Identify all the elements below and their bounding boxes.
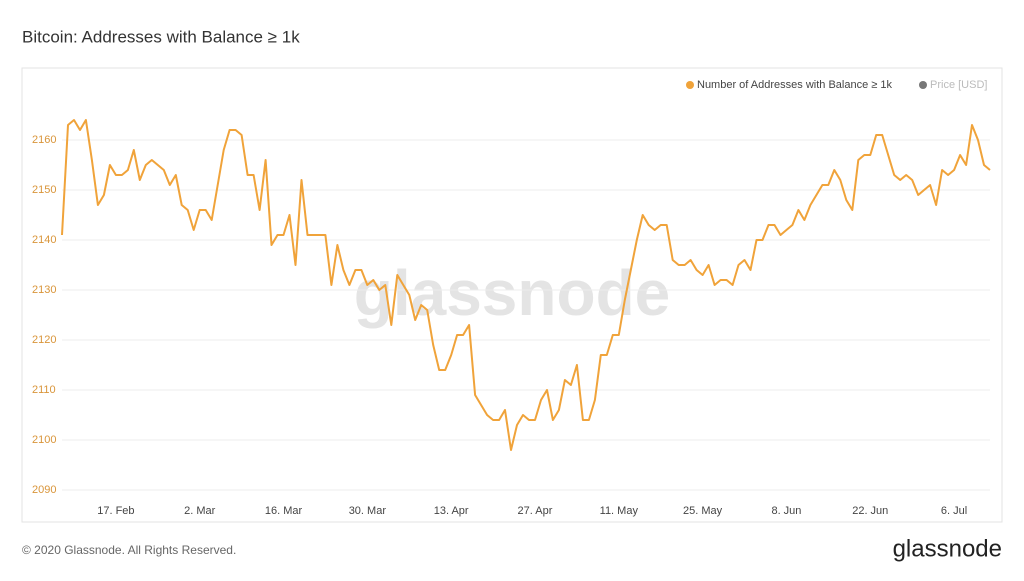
- x-tick-label: 8. Jun: [771, 505, 801, 517]
- x-tick-label: 30. Mar: [349, 505, 387, 517]
- legend-dot: [686, 81, 694, 89]
- y-tick-label: 2140: [32, 234, 56, 246]
- x-tick-label: 6. Jul: [941, 505, 967, 517]
- chart-frame: [21, 67, 1003, 523]
- x-tick-label: 17. Feb: [97, 505, 134, 517]
- title: Bitcoin: Addresses with Balance ≥ 1k: [22, 27, 300, 46]
- watermark: glassnode: [354, 257, 671, 329]
- y-tick-label: 2160: [32, 134, 56, 146]
- y-tick-label: 2090: [32, 484, 56, 496]
- x-tick-label: 22. Jun: [852, 505, 888, 517]
- x-tick-label: 25. May: [683, 505, 723, 517]
- legend-label: Price [USD]: [930, 79, 987, 91]
- y-tick-label: 2150: [32, 184, 56, 196]
- y-tick-label: 2110: [32, 384, 56, 396]
- x-tick-label: 16. Mar: [265, 505, 303, 517]
- x-tick-label: 11. May: [600, 505, 639, 517]
- logo: glassnode: [893, 535, 1002, 562]
- x-tick-label: 13. Apr: [434, 505, 469, 517]
- x-tick-label: 27. Apr: [518, 505, 553, 517]
- legend-dot: [919, 81, 927, 89]
- data-line: [61, 119, 991, 451]
- y-tick-label: 2100: [32, 434, 56, 446]
- footer: © 2020 Glassnode. All Rights Reserved.: [22, 543, 236, 557]
- y-tick-label: 2130: [32, 284, 56, 296]
- y-tick-label: 2120: [32, 334, 56, 346]
- x-tick-label: 2. Mar: [184, 505, 216, 517]
- legend-label: Number of Addresses with Balance ≥ 1k: [697, 79, 892, 91]
